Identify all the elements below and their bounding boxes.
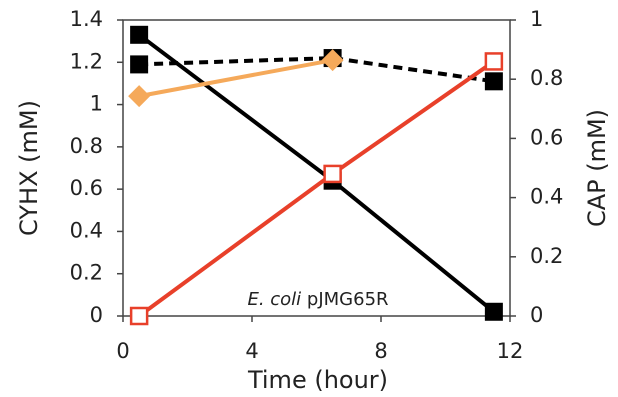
y2-tick-label: 0.4: [530, 185, 563, 209]
y-tick-label: 0.2: [70, 261, 103, 285]
x-tick-label: 0: [116, 339, 129, 363]
x-axis-title: Time (hour): [247, 366, 388, 394]
series-line: [138, 58, 333, 99]
y-tick-label: 0: [90, 303, 103, 327]
y-axis-title: CYHX (mM): [15, 100, 43, 236]
marker: [323, 164, 342, 184]
marker: [484, 72, 503, 91]
y-tick-label: 0.8: [70, 134, 103, 158]
x-tick-label: 12: [497, 339, 524, 363]
y-tick-label: 0.6: [70, 176, 103, 200]
y2-axis-title: CAP (mM): [583, 109, 611, 227]
marker: [484, 52, 504, 71]
y2-tick-label: 0.6: [530, 125, 563, 149]
y2-tick-label: 0.2: [530, 244, 563, 268]
annotation-text: pJMG65R: [307, 289, 389, 310]
y-tick-label: 1.4: [70, 7, 103, 31]
marker: [129, 306, 149, 326]
marker: [130, 55, 149, 74]
x-tick-label: 4: [245, 339, 258, 363]
series-line: [137, 59, 496, 318]
y-tick-label: 0.4: [70, 218, 103, 242]
annotation: E. coli pJMG65R: [247, 289, 388, 310]
y2-tick-label: 0.8: [530, 66, 563, 90]
series-line: [137, 33, 496, 314]
marker: [130, 25, 149, 44]
y2-tick-label: 0: [530, 303, 543, 327]
marker: [128, 85, 151, 108]
marker: [321, 49, 344, 72]
y-tick-label: 1.2: [70, 49, 103, 73]
y-tick-label: 1: [90, 92, 103, 116]
marker: [484, 302, 503, 321]
y2-tick-label: 1: [530, 7, 543, 31]
plot-frame: [122, 19, 511, 317]
x-tick-label: 8: [374, 339, 387, 363]
series-line: [139, 56, 495, 84]
annotation-italic: E. coli: [247, 289, 301, 310]
